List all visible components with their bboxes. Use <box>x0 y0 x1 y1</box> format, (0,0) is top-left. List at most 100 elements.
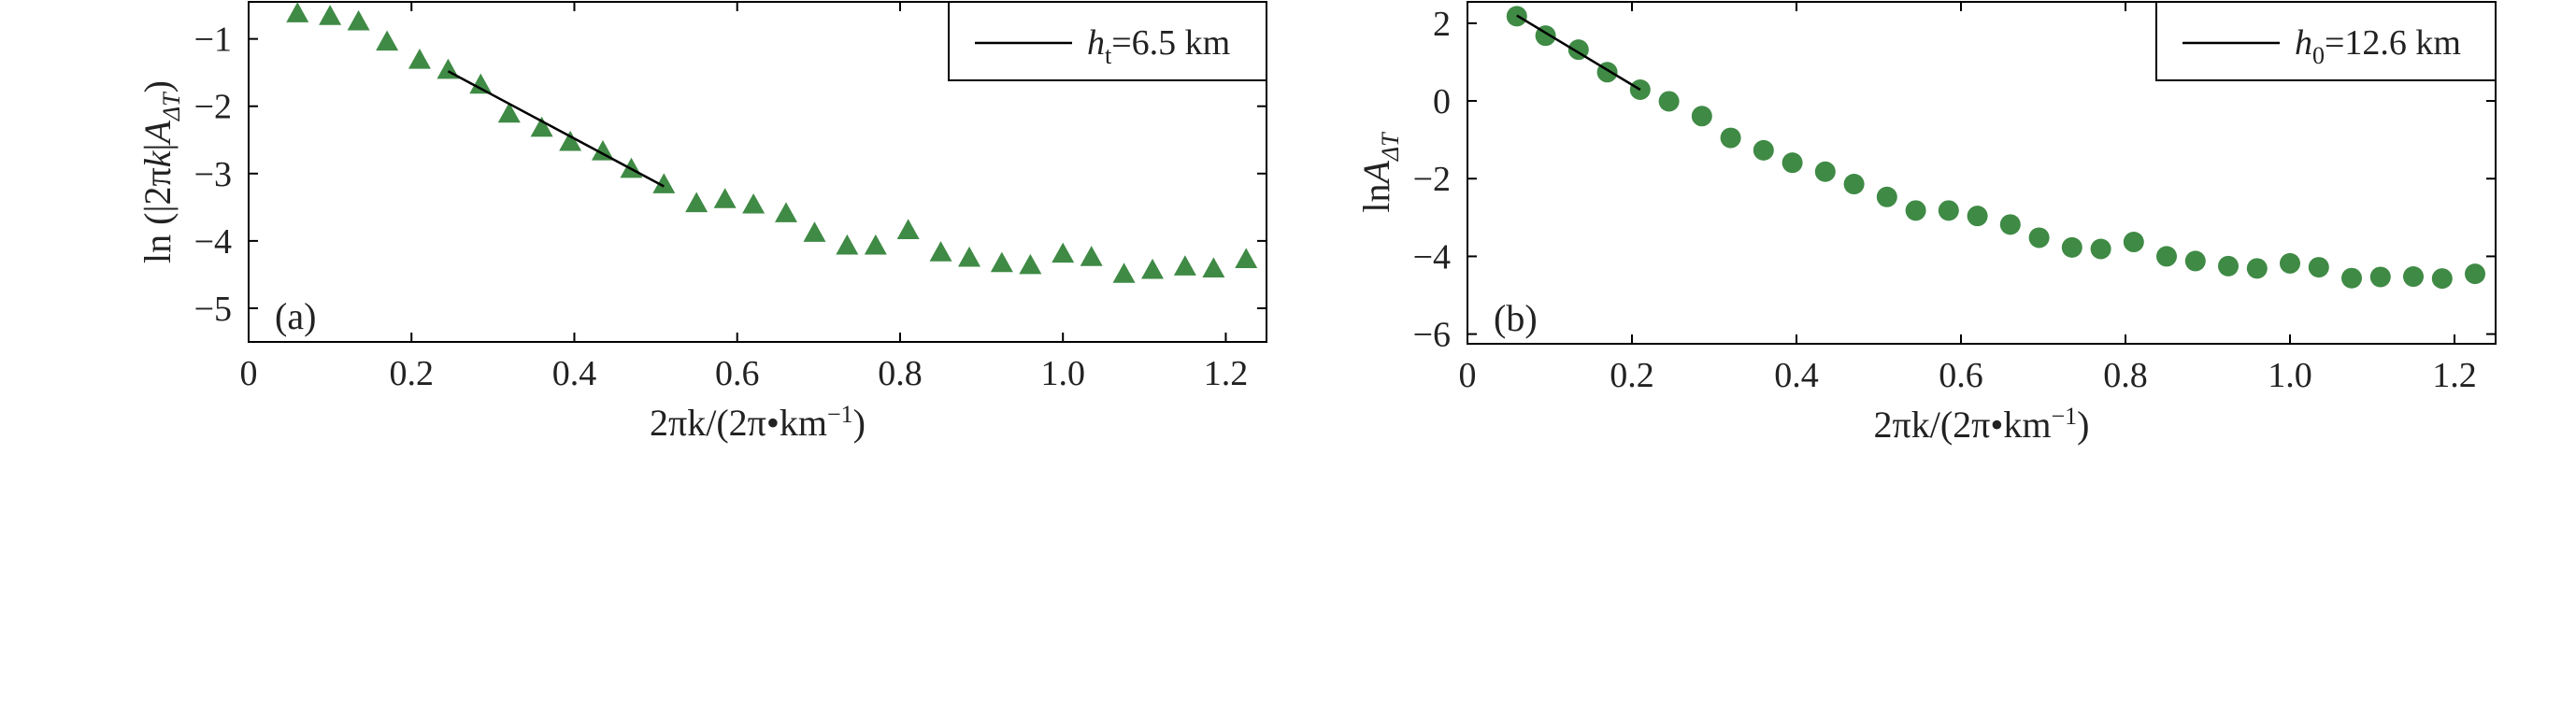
data-point <box>836 234 859 255</box>
x-tick-label: 0.8 <box>2103 356 2148 395</box>
data-point <box>1080 246 1103 266</box>
y-tick-label: 2 <box>1433 5 1451 44</box>
data-point <box>1691 106 1712 127</box>
data-point <box>742 192 766 214</box>
data-point <box>1876 186 1897 207</box>
x-tick-label: 0 <box>1459 356 1477 395</box>
panel-label: (b) <box>1494 297 1538 339</box>
data-point <box>958 246 981 267</box>
data-point <box>652 173 676 193</box>
data-point <box>2431 268 2453 290</box>
legend-box <box>948 1 1267 81</box>
data-point <box>685 192 708 213</box>
data-point <box>1112 263 1136 283</box>
data-point <box>469 73 493 94</box>
data-point <box>774 202 797 222</box>
x-tick-label: 0.8 <box>878 354 923 393</box>
data-point <box>497 102 521 123</box>
data-point <box>2184 250 2206 272</box>
y-axis-label: lnAΔT <box>1355 132 1404 213</box>
data-point <box>1967 206 1988 227</box>
panel-a: 0 0.2 0.4 0.6 0.8 1.0 1.2 −1 −2 −3 −4 −5 2πk/(2π•km−… <box>136 1 1267 444</box>
x-axis-label: 2πk/(2π•km−1) <box>1874 403 2090 446</box>
x-tick-label: 0.2 <box>389 354 434 393</box>
data-point <box>530 116 553 137</box>
data-point <box>1019 253 1042 275</box>
data-point <box>2028 227 2050 248</box>
x-tick-label: 0.4 <box>1774 356 1819 395</box>
fit-line <box>447 70 665 188</box>
x-tick-label: 0 <box>240 354 258 393</box>
y-tick-label: −4 <box>194 222 232 262</box>
data-point <box>1720 127 1741 149</box>
fit-line <box>1516 14 1641 92</box>
data-point <box>2061 236 2082 258</box>
data-point <box>1052 242 1075 263</box>
data-point <box>929 241 952 262</box>
data-point <box>803 221 826 242</box>
legend: ht=6.5 km <box>948 1 1267 81</box>
data-point <box>864 234 887 255</box>
y-tick-label: −2 <box>194 88 232 127</box>
data-point <box>1905 200 1926 221</box>
data-point <box>2123 232 2144 253</box>
data-point <box>1782 152 1803 174</box>
panel-b: 0 0.2 0.4 0.6 0.8 1.0 1.2 2 0 −2 −4 −6 2πk/(2π•km−1)… <box>1355 1 2497 446</box>
data-point <box>591 140 614 161</box>
data-point <box>2218 255 2239 277</box>
x-tick-label: 0.6 <box>715 354 760 393</box>
x-tick-label: 1.0 <box>2268 356 2312 395</box>
x-axis-label: 2πk/(2π•km−1) <box>650 401 866 444</box>
data-point <box>376 30 399 51</box>
y-tick-label: −4 <box>1413 237 1451 277</box>
y-axis-label: ln (|2πk|AΔT) <box>136 80 185 263</box>
data-point <box>1202 257 1225 278</box>
data-point <box>2369 266 2391 288</box>
plot-frame <box>1467 1 2497 345</box>
x-tick-label: 1.2 <box>1204 354 1249 393</box>
data-point <box>1938 200 1959 221</box>
data-point <box>2465 263 2485 285</box>
data-point <box>2341 267 2362 289</box>
plot-frame <box>248 1 1267 343</box>
y-tick-label: −3 <box>194 155 232 194</box>
data-point <box>1753 139 1774 161</box>
y-tick-label: −6 <box>1413 316 1451 355</box>
data-point <box>319 5 342 25</box>
x-tick-label: 0.6 <box>1939 356 1983 395</box>
data-point <box>408 48 431 69</box>
data-point <box>286 2 309 22</box>
data-point <box>990 251 1013 273</box>
x-tick-label: 0.4 <box>552 354 597 393</box>
data-point <box>1843 174 1865 195</box>
data-point <box>1999 214 2021 235</box>
data-point <box>1173 255 1196 276</box>
data-point <box>2156 246 2177 267</box>
data-point <box>1235 248 1258 268</box>
x-tick-label: 1.0 <box>1040 354 1085 393</box>
data-point <box>1814 161 1836 182</box>
legend: h0=12.6 km <box>2155 1 2497 81</box>
data-point <box>2090 238 2111 260</box>
legend-label: ht=6.5 km <box>1087 23 1230 69</box>
y-tick-label: −5 <box>194 290 232 329</box>
y-tick-label: −2 <box>1413 160 1451 199</box>
data-point <box>2403 266 2424 288</box>
data-point <box>559 130 582 151</box>
data-point <box>347 9 370 31</box>
data-point <box>896 219 920 239</box>
data-point <box>2246 258 2268 279</box>
data-point <box>713 188 737 208</box>
data-point <box>1141 258 1165 279</box>
legend-label: h0=12.6 km <box>2295 23 2461 69</box>
data-point <box>2280 252 2300 274</box>
x-tick-label: 1.2 <box>2432 356 2477 395</box>
panel-label: (a) <box>275 295 316 337</box>
data-point <box>2308 257 2329 278</box>
legend-box <box>2155 1 2497 81</box>
x-tick-label: 0.2 <box>1610 356 1654 395</box>
y-tick-label: 0 <box>1433 82 1451 121</box>
data-point <box>1658 91 1680 112</box>
y-tick-label: −1 <box>194 21 232 60</box>
